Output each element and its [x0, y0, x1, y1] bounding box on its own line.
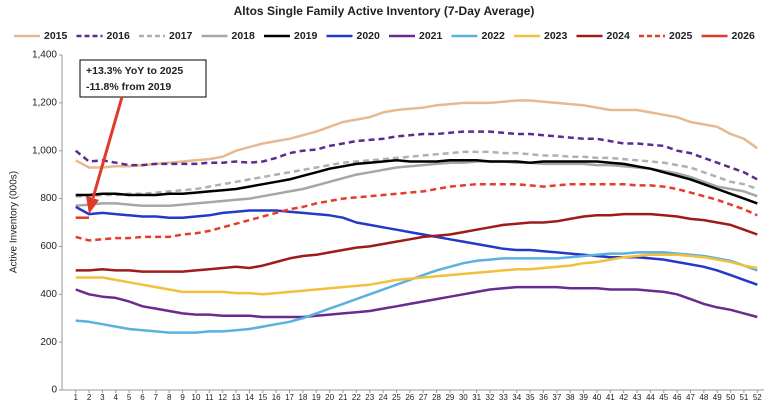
annotation-text: -11.8% from 2019 [86, 81, 171, 93]
series-line [75, 251, 758, 334]
series-line [75, 159, 758, 205]
series-line [75, 160, 758, 207]
legend-label: 2016 [107, 30, 131, 42]
x-tick-label: 30 [459, 393, 468, 402]
x-tick-label: 24 [379, 393, 388, 402]
legend-label: 2018 [232, 30, 256, 42]
x-tick-label: 34 [512, 393, 521, 402]
x-tick-label: 43 [633, 393, 642, 402]
legend-label: 2024 [607, 30, 631, 42]
series-line [75, 212, 758, 273]
series-line [75, 205, 758, 286]
x-tick-label: 27 [419, 393, 428, 402]
x-tick-label: 26 [405, 393, 414, 402]
x-tick-label: 51 [739, 393, 748, 402]
x-tick-label: 22 [352, 393, 361, 402]
annotation-text: +13.3% YoY to 2025 [86, 65, 183, 77]
series-line [75, 182, 758, 242]
x-tick-label: 11 [205, 393, 214, 402]
x-tick-label: 12 [218, 393, 227, 402]
x-tick-label: 40 [592, 393, 601, 402]
x-tick-label: 36 [539, 393, 548, 402]
series-line [75, 285, 758, 319]
x-tick-label: 13 [232, 393, 241, 402]
x-tick-label: 37 [552, 393, 561, 402]
y-tick-label: 0 [51, 385, 57, 396]
legend-label: 2017 [169, 30, 193, 42]
x-tick-label: 15 [258, 393, 267, 402]
legend-label: 2019 [294, 30, 318, 42]
chart-title: Altos Single Family Active Inventory (7-… [234, 4, 535, 18]
x-tick-label: 3 [100, 393, 105, 402]
x-tick-label: 47 [686, 393, 695, 402]
x-tick-label: 49 [713, 393, 722, 402]
y-tick-label: 1,400 [32, 50, 57, 61]
y-tick-label: 400 [40, 289, 57, 300]
x-tick-label: 4 [114, 393, 119, 402]
x-tick-label: 50 [726, 393, 735, 402]
x-tick-label: 5 [127, 393, 132, 402]
x-tick-label: 20 [325, 393, 334, 402]
legend-label: 2023 [544, 30, 568, 42]
x-tick-label: 19 [312, 393, 321, 402]
legend-label: 2022 [482, 30, 506, 42]
x-tick-label: 39 [579, 393, 588, 402]
legend-label: 2026 [732, 30, 756, 42]
x-tick-label: 10 [192, 393, 201, 402]
x-tick-label: 29 [445, 393, 454, 402]
x-tick-label: 9 [180, 393, 185, 402]
x-tick-label: 7 [154, 393, 159, 402]
x-tick-label: 23 [365, 393, 374, 402]
legend-label: 2020 [357, 30, 381, 42]
series-line [75, 99, 759, 169]
x-tick-label: 6 [140, 393, 145, 402]
legend-label: 2025 [669, 30, 693, 42]
series-line [75, 150, 758, 198]
x-tick-label: 1 [73, 393, 78, 402]
x-tick-label: 33 [499, 393, 508, 402]
y-tick-label: 800 [40, 193, 57, 204]
x-tick-label: 14 [245, 393, 254, 402]
x-tick-label: 17 [285, 393, 294, 402]
x-tick-label: 52 [753, 393, 762, 402]
x-tick-label: 16 [272, 393, 281, 402]
x-tick-label: 45 [659, 393, 668, 402]
annotation-arrow [91, 96, 124, 199]
series-line [75, 253, 758, 296]
x-tick-label: 41 [606, 393, 615, 402]
x-tick-label: 28 [432, 393, 441, 402]
x-tick-label: 48 [699, 393, 708, 402]
x-tick-label: 32 [486, 393, 495, 402]
x-tick-label: 25 [392, 393, 401, 402]
x-tick-label: 38 [566, 393, 575, 402]
x-tick-label: 44 [646, 393, 655, 402]
annotation-box [79, 59, 207, 98]
y-tick-label: 1,000 [32, 145, 57, 156]
legend-label: 2015 [44, 30, 68, 42]
x-tick-label: 18 [298, 393, 307, 402]
x-tick-label: 42 [619, 393, 628, 402]
x-tick-label: 35 [526, 393, 535, 402]
annotation-arrowhead [86, 196, 99, 214]
legend-label: 2021 [419, 30, 443, 42]
x-tick-label: 8 [167, 393, 172, 402]
x-tick-label: 21 [339, 393, 348, 402]
y-tick-label: 600 [40, 241, 57, 252]
x-tick-label: 2 [87, 393, 92, 402]
y-tick-label: 200 [40, 337, 57, 348]
y-tick-label: 1,200 [32, 97, 57, 108]
y-axis-label: Active Inventory (000s) [9, 171, 20, 273]
x-tick-label: 31 [472, 393, 481, 402]
x-tick-label: 46 [673, 393, 682, 402]
